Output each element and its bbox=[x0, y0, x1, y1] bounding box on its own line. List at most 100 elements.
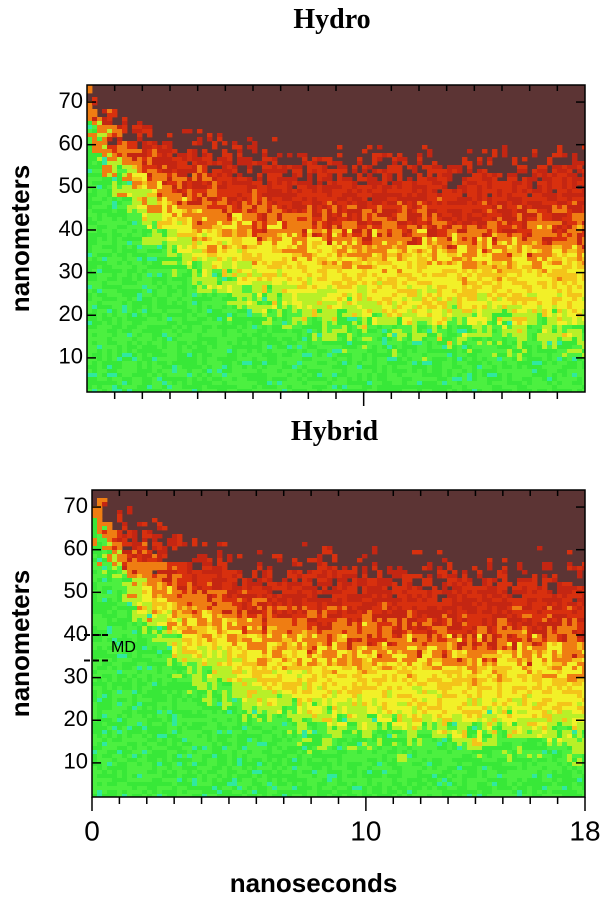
heatmap-cell bbox=[182, 189, 187, 193]
heatmap-cell bbox=[107, 121, 112, 125]
heatmap-cell bbox=[157, 149, 162, 153]
heatmap-cell bbox=[407, 373, 412, 377]
heatmap-cell bbox=[382, 193, 387, 197]
heatmap-cell bbox=[322, 157, 327, 161]
heatmap-cell bbox=[407, 229, 412, 233]
heatmap-cell bbox=[242, 285, 247, 289]
heatmap-cell bbox=[437, 309, 442, 313]
heatmap-cell bbox=[177, 317, 182, 321]
heatmap-cell bbox=[482, 345, 487, 349]
heatmap-cell bbox=[202, 153, 207, 157]
heatmap-cell bbox=[172, 177, 177, 181]
heatmap-cell bbox=[407, 193, 412, 197]
heatmap-cell bbox=[97, 117, 102, 121]
heatmap-cell bbox=[372, 257, 377, 261]
heatmap-cell bbox=[142, 337, 147, 341]
heatmap-cell bbox=[402, 181, 407, 185]
heatmap-cell bbox=[162, 161, 167, 165]
heatmap-cell bbox=[347, 373, 352, 377]
heatmap-cell bbox=[87, 205, 92, 209]
heatmap-cell bbox=[127, 189, 132, 193]
heatmap-cell bbox=[92, 129, 97, 133]
heatmap-cell bbox=[127, 205, 132, 209]
heatmap-cell bbox=[207, 225, 212, 229]
heatmap-cell bbox=[177, 369, 182, 373]
heatmap-cell bbox=[92, 365, 97, 369]
heatmap-cell bbox=[162, 157, 167, 161]
heatmap-cell bbox=[352, 317, 357, 321]
heatmap-cell bbox=[457, 341, 462, 345]
heatmap-cell bbox=[462, 161, 467, 165]
heatmap-cell bbox=[502, 209, 507, 213]
heatmap-cell bbox=[192, 241, 197, 245]
heatmap-cell bbox=[227, 209, 232, 213]
heatmap-cell bbox=[152, 197, 157, 201]
heatmap-cell bbox=[132, 353, 137, 357]
heatmap-cell bbox=[432, 305, 437, 309]
heatmap-cell bbox=[402, 361, 407, 365]
heatmap-cell bbox=[467, 357, 472, 361]
heatmap-cell bbox=[157, 321, 162, 325]
heatmap-cell bbox=[417, 289, 422, 293]
heatmap-cell bbox=[312, 349, 317, 353]
heatmap-cell bbox=[442, 373, 447, 377]
heatmap-cell bbox=[252, 229, 257, 233]
heatmap-cell bbox=[282, 213, 287, 217]
heatmap-cell bbox=[217, 377, 222, 381]
heatmap-cell bbox=[97, 161, 102, 165]
heatmap-cell bbox=[202, 241, 207, 245]
heatmap-cell bbox=[367, 361, 372, 365]
heatmap-cell bbox=[352, 165, 357, 169]
heatmap-cell bbox=[162, 321, 167, 325]
heatmap-cell bbox=[502, 193, 507, 197]
heatmap-cell bbox=[477, 213, 482, 217]
heatmap-cell bbox=[212, 221, 217, 225]
heatmap-cell bbox=[337, 377, 342, 381]
heatmap-cell bbox=[392, 313, 397, 317]
heatmap-cell bbox=[312, 313, 317, 317]
heatmap-cell bbox=[267, 337, 272, 341]
heatmap-cell bbox=[317, 229, 322, 233]
heatmap-cell bbox=[392, 281, 397, 285]
heatmap-cell bbox=[407, 221, 412, 225]
heatmap-cell bbox=[147, 281, 152, 285]
heatmap-cell bbox=[237, 201, 242, 205]
heatmap-cell bbox=[467, 329, 472, 333]
heatmap-cell bbox=[182, 377, 187, 381]
heatmap-cell bbox=[327, 261, 332, 265]
heatmap-cell bbox=[277, 165, 282, 169]
heatmap-cell bbox=[152, 181, 157, 185]
heatmap-cell bbox=[167, 161, 172, 165]
heatmap-cell bbox=[387, 221, 392, 225]
heatmap-cell bbox=[127, 301, 132, 305]
heatmap-cell bbox=[202, 297, 207, 301]
heatmap-cell bbox=[332, 237, 337, 241]
heatmap-cell bbox=[342, 349, 347, 353]
heatmap-cell bbox=[342, 289, 347, 293]
heatmap-cell bbox=[277, 317, 282, 321]
heatmap-cell bbox=[327, 265, 332, 269]
heatmap-cell bbox=[387, 373, 392, 377]
heatmap-cell bbox=[182, 205, 187, 209]
heatmap-cell bbox=[412, 333, 417, 337]
heatmap-cell bbox=[357, 385, 362, 389]
heatmap-cell bbox=[482, 333, 487, 337]
heatmap-cell bbox=[347, 349, 352, 353]
heatmap-cell bbox=[412, 353, 417, 357]
heatmap-cell bbox=[157, 153, 162, 157]
heatmap-cell bbox=[342, 253, 347, 257]
heatmap-cell bbox=[207, 317, 212, 321]
heatmap-cell bbox=[477, 233, 482, 237]
heatmap-cell bbox=[322, 377, 327, 381]
heatmap-cell bbox=[207, 381, 212, 385]
heatmap-cell bbox=[332, 253, 337, 257]
heatmap-cell bbox=[157, 289, 162, 293]
heatmap-cell bbox=[472, 177, 477, 181]
heatmap-cell bbox=[182, 341, 187, 345]
heatmap-cell bbox=[332, 229, 337, 233]
heatmap-cell bbox=[247, 337, 252, 341]
heatmap-cell bbox=[122, 221, 127, 225]
heatmap-cell bbox=[372, 313, 377, 317]
heatmap-cell bbox=[502, 321, 507, 325]
heatmap-cell bbox=[127, 357, 132, 361]
